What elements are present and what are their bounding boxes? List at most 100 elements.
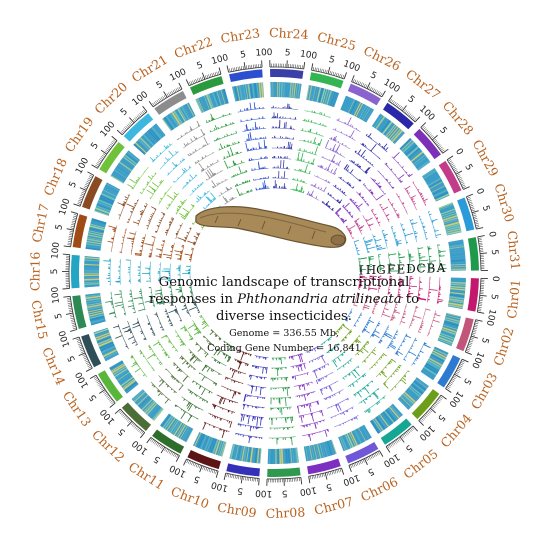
chromosome-label-chr21: Chr21 [129,52,171,85]
tick-label: 10 [59,334,72,348]
tick-label: 0 [484,319,495,327]
track-a-chr28 [391,152,413,178]
track-i-chr18 [187,232,201,246]
ideogram-chr04 [411,389,440,420]
track-h-chr14 [181,302,192,318]
tick-label: 0 [168,462,178,474]
track-e-chr21 [198,159,219,173]
chromosome-label-chr22: Chr22 [172,34,214,62]
tick-label: 10 [347,472,362,486]
track-g-chr17 [162,242,175,260]
track-d-chr04 [368,352,387,370]
tick-label: 0 [474,187,486,196]
track-letter-c: C [416,262,425,276]
title-line-2: responses in Phthonandria atrilineata to [149,292,419,307]
chromosome-label-chr30: Chr30 [492,182,518,224]
track-c-chr22 [213,130,238,142]
track-d-chr01 [407,276,418,299]
track-e-chr12 [179,355,197,371]
track-c-chr04 [375,358,397,378]
heatmap-chr12 [131,389,164,421]
track-d-chr09 [242,403,265,410]
track-c-chr29 [395,193,408,215]
track-h-chr09 [251,364,268,374]
track-g-chr09 [249,374,267,380]
ideogram-chr15 [72,295,87,329]
track-c-chr06 [326,397,349,412]
track-h-chr04 [341,329,353,342]
track-i-chr05 [320,335,333,346]
track-g-chr21 [211,179,228,189]
track-e-chr08 [270,396,292,407]
track-b-chr22 [209,121,235,133]
chromosome-label-chr09: Chr09 [216,499,257,520]
track-h-chr02 [362,294,370,310]
tick-label: 5 [68,180,79,189]
ideogram-chr16 [71,254,80,289]
track-h-chr25 [291,178,308,184]
ticks-chr08: 0 5 10 [260,476,306,498]
heatmap-chr30 [438,202,462,236]
track-h-chr26 [310,183,327,193]
track-letter-f: F [387,263,395,277]
ideogram-chr12 [121,402,152,431]
chromosome-label-chr11: Chr11 [126,459,167,493]
track-a-chr03 [411,341,431,366]
track-b-chr19 [139,172,157,195]
tick-label: 0 [61,197,72,206]
tick-label: 5 [54,312,65,320]
track-g-chr11 [211,356,227,367]
heatmap-chr01 [447,277,466,310]
ideogram-chr25 [309,72,344,89]
track-c-chr05 [353,380,374,398]
scale-ticks-ring: 0510051005100510051005100510051005100510… [50,48,500,498]
ideogram-chr03 [437,354,461,388]
tick-label: 5 [461,376,473,386]
ticks-chr10: 05 10 [173,458,219,490]
track-h-chr08 [271,366,287,377]
heatmap-chr04 [397,377,429,410]
track-h-chr21 [218,186,233,197]
track-b-chr02 [417,308,431,333]
heatmap-chr11 [159,413,194,443]
track-i-chr22 [236,188,253,197]
ideogram-chr18 [82,176,103,210]
track-letter-e: E [397,262,406,276]
track-h-chr10 [234,358,249,370]
tick-label: 5 [117,426,128,437]
track-letter-b: B [427,261,436,275]
ticks-chr14: 0 5 10 [59,334,93,380]
track-b-chr09 [237,423,264,432]
heatmap-chr21 [162,102,196,132]
track-b-chr05 [358,387,380,404]
track-g-chr24 [272,160,290,170]
ideogram-chr14 [81,333,102,368]
track-i-chr03 [345,308,353,322]
heatmap-chr16 [83,256,100,288]
track-b-chr15 [114,290,127,316]
track-i-chr24 [272,180,287,190]
track-f-chr21 [205,168,224,181]
track-e-chr18 [155,211,166,233]
track-d-chr19 [158,186,172,205]
track-b-chr27 [360,142,381,160]
track-letter-h: H [366,263,376,277]
track-b-chr03 [403,337,418,361]
chromosome-label-chr03: Chr03 [468,370,500,412]
ideogram-chr08 [267,467,301,478]
heatmap-chr09 [229,443,262,464]
track-i-chr12 [209,328,222,341]
insect-larva-image [195,206,347,248]
tick-label: 10 [74,161,88,176]
track-h-chr24 [272,171,289,180]
track-e-chr11 [198,372,218,386]
ideogram-chr19 [99,142,125,174]
track-g-chr31 [378,254,385,272]
track-h-chr16 [176,264,181,281]
tick-label: 10 [173,465,188,479]
ticks-chr18: 0 5 10 [61,161,95,207]
chromosome-ideogram-ring [71,68,479,478]
tick-label: 0 [417,431,428,442]
heatmap-chr06 [338,424,372,452]
track-b-chr04 [382,364,402,389]
